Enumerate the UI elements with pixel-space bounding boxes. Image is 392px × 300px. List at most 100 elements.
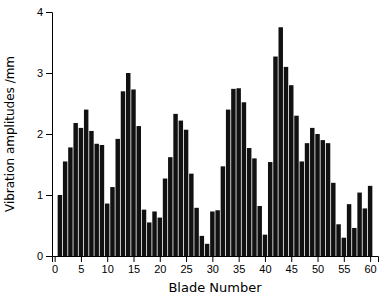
bar bbox=[73, 123, 77, 256]
tick-mark bbox=[212, 256, 213, 262]
bar bbox=[231, 89, 235, 256]
axis-line bbox=[46, 13, 53, 257]
tick-mark bbox=[344, 256, 345, 262]
tick: 35 bbox=[233, 256, 245, 275]
tick-mark bbox=[186, 256, 187, 262]
tick-label: 25 bbox=[180, 263, 192, 275]
tick-mark bbox=[134, 256, 135, 262]
bar bbox=[163, 179, 167, 256]
bar bbox=[158, 218, 162, 256]
bar bbox=[79, 128, 83, 256]
bar bbox=[200, 236, 204, 256]
tick: 30 bbox=[207, 256, 219, 275]
tick: 3 bbox=[37, 67, 52, 79]
tick-mark bbox=[370, 256, 371, 262]
bar bbox=[152, 211, 156, 256]
bar bbox=[173, 114, 177, 256]
tick-label: 3 bbox=[37, 67, 43, 79]
bar bbox=[121, 91, 125, 256]
tick-label: 55 bbox=[338, 263, 350, 275]
tick-label: 0 bbox=[52, 263, 58, 275]
tick: 4 bbox=[37, 6, 52, 18]
tick-label: 45 bbox=[286, 263, 298, 275]
bar bbox=[68, 147, 72, 256]
tick-label: 60 bbox=[364, 263, 376, 275]
bar bbox=[263, 235, 267, 256]
bar bbox=[194, 208, 198, 256]
bar bbox=[84, 110, 88, 256]
bar bbox=[326, 143, 330, 256]
tick-label: 20 bbox=[154, 263, 166, 275]
tick: 45 bbox=[286, 256, 298, 275]
bar bbox=[347, 204, 351, 256]
tick-label: 40 bbox=[259, 263, 271, 275]
tick-mark bbox=[46, 195, 52, 196]
bar bbox=[273, 57, 277, 256]
tick-label: 15 bbox=[128, 263, 140, 275]
tick-mark bbox=[107, 256, 108, 262]
tick-label: 30 bbox=[207, 263, 219, 275]
bar bbox=[352, 228, 356, 256]
tick-label: 50 bbox=[312, 263, 324, 275]
bar bbox=[210, 211, 214, 256]
bar bbox=[100, 145, 104, 256]
bar bbox=[278, 27, 282, 256]
plot: 0 5 10 15 20 25 30 35 40 45 50 55 600 1 2 3 4 bbox=[37, 6, 379, 275]
bar bbox=[142, 210, 146, 256]
bar bbox=[300, 161, 304, 256]
bar bbox=[89, 131, 93, 256]
bar bbox=[310, 128, 314, 256]
tick: 2 bbox=[37, 128, 52, 140]
bar bbox=[284, 67, 288, 256]
tick: 0 bbox=[52, 256, 58, 275]
tick-label: 5 bbox=[78, 263, 84, 275]
tick: 10 bbox=[102, 256, 114, 275]
bar bbox=[147, 222, 151, 256]
bar bbox=[63, 161, 67, 256]
bar bbox=[110, 187, 114, 256]
bar bbox=[268, 162, 272, 256]
bar bbox=[368, 186, 372, 256]
bar bbox=[58, 195, 62, 256]
bar bbox=[179, 121, 183, 256]
bar bbox=[105, 204, 109, 256]
tick: 25 bbox=[180, 256, 192, 275]
bar bbox=[236, 88, 240, 256]
y-axis: 01234 bbox=[37, 6, 53, 262]
bar bbox=[336, 224, 340, 256]
y-axis-title: Vibration amplitudes /mm bbox=[3, 56, 17, 212]
bar bbox=[205, 244, 209, 256]
bar bbox=[115, 139, 119, 256]
tick-label: 4 bbox=[37, 6, 43, 18]
tick: 55 bbox=[338, 256, 350, 275]
tick-mark bbox=[318, 256, 319, 262]
tick: 5 bbox=[78, 256, 84, 275]
tick-mark bbox=[55, 256, 56, 262]
bar bbox=[126, 73, 130, 256]
tick-label: 10 bbox=[102, 263, 114, 275]
x-axis-title: Blade Number bbox=[168, 280, 262, 295]
bar bbox=[252, 158, 256, 256]
x-axis: 0 5 10 15 20 25 30 35 40 45 50 55 60 bbox=[52, 256, 378, 275]
bar bbox=[363, 208, 367, 256]
bar bbox=[247, 148, 251, 256]
tick-mark bbox=[46, 73, 52, 74]
bar bbox=[257, 206, 261, 256]
axis-line bbox=[53, 257, 379, 263]
bar bbox=[357, 193, 361, 256]
tick: 60 bbox=[364, 256, 376, 275]
bar bbox=[137, 126, 141, 256]
tick-mark bbox=[81, 256, 82, 262]
tick-mark bbox=[46, 12, 52, 13]
tick: 40 bbox=[259, 256, 271, 275]
bar bbox=[331, 183, 335, 256]
tick-mark bbox=[239, 256, 240, 262]
bar bbox=[221, 166, 225, 256]
tick-mark bbox=[160, 256, 161, 262]
bar bbox=[294, 116, 298, 256]
tick-mark bbox=[291, 256, 292, 262]
bar bbox=[315, 134, 319, 256]
tick: 1 bbox=[37, 189, 52, 201]
bars bbox=[58, 27, 373, 256]
bar bbox=[189, 174, 193, 256]
